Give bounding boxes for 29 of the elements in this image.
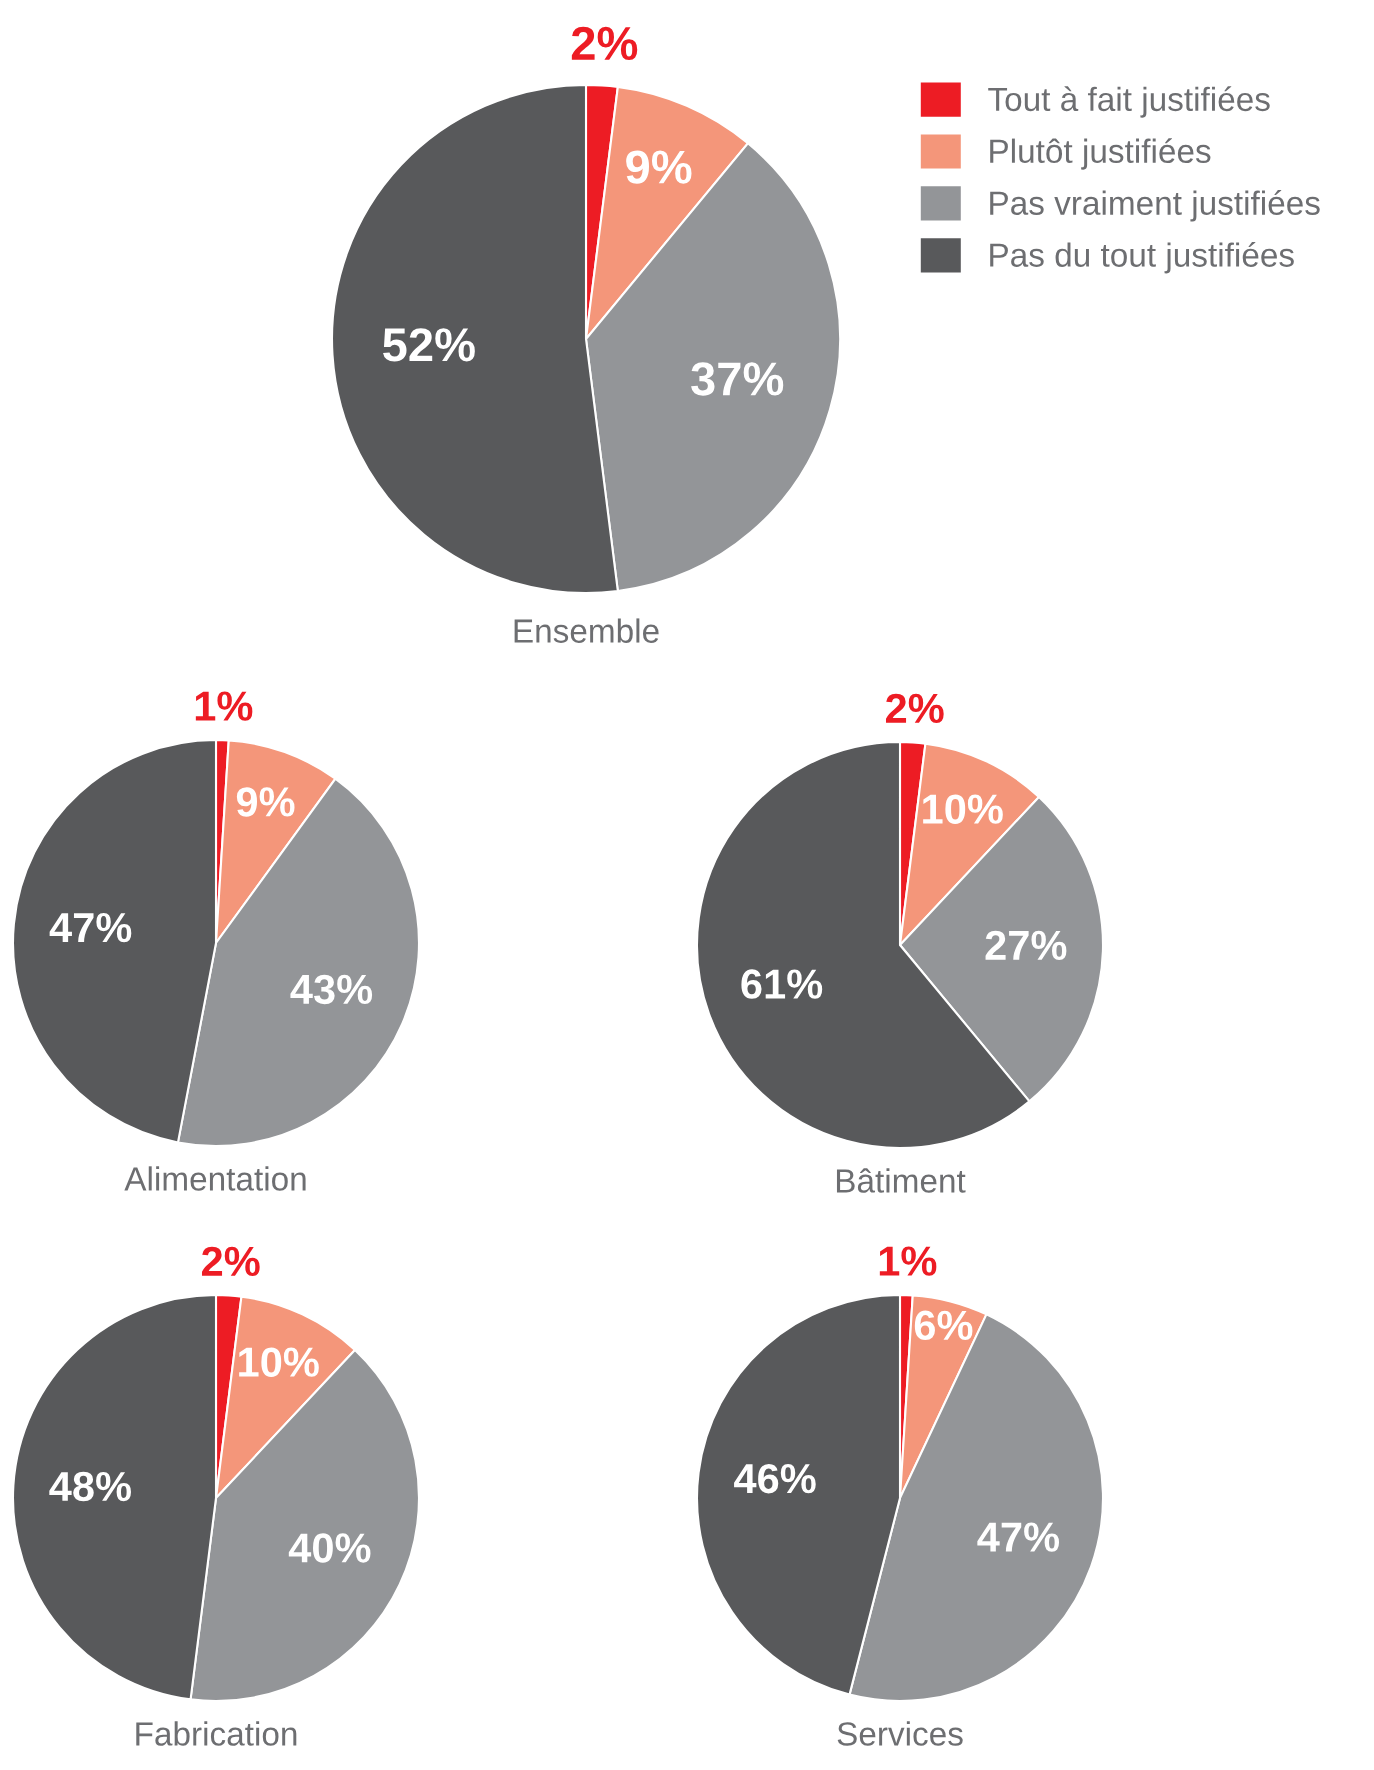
data-label: 47% — [977, 1522, 1060, 1552]
data-label: 40% — [288, 1533, 371, 1563]
data-label: 6% — [914, 1310, 973, 1341]
data-label: 2% — [885, 693, 944, 724]
data-label: 27% — [985, 930, 1067, 961]
legend-label: Pas vraiment justifiées — [990, 190, 1320, 222]
data-label: 46% — [734, 1463, 816, 1494]
data-label: 1% — [195, 691, 253, 721]
data-label: 61% — [741, 969, 823, 999]
data-label: 2% — [201, 1246, 260, 1277]
data-label: 43% — [290, 974, 373, 1005]
data-label: 48% — [49, 1471, 131, 1502]
text: Bâtiment — [836, 1168, 966, 1193]
text: Ensemble — [514, 618, 659, 643]
data-label: 10% — [923, 794, 1003, 824]
data-label: 52% — [383, 328, 475, 362]
data-label: 9% — [626, 150, 692, 184]
legend-label: Pas du tout justifiées — [990, 242, 1294, 274]
text: Fabrication — [136, 1721, 297, 1746]
text: Services — [837, 1721, 963, 1746]
data-label: 10% — [239, 1347, 319, 1377]
data-label: 37% — [691, 362, 784, 396]
data-label: 9% — [236, 787, 295, 817]
data-label: 47% — [49, 912, 132, 943]
data-label: 2% — [571, 26, 638, 61]
legend-label: Tout à fait justifiées — [988, 86, 1270, 118]
text: Alimentation — [124, 1166, 306, 1191]
legend-label: Plutôt justifiées — [990, 138, 1211, 170]
data-label: 1% — [879, 1246, 937, 1276]
